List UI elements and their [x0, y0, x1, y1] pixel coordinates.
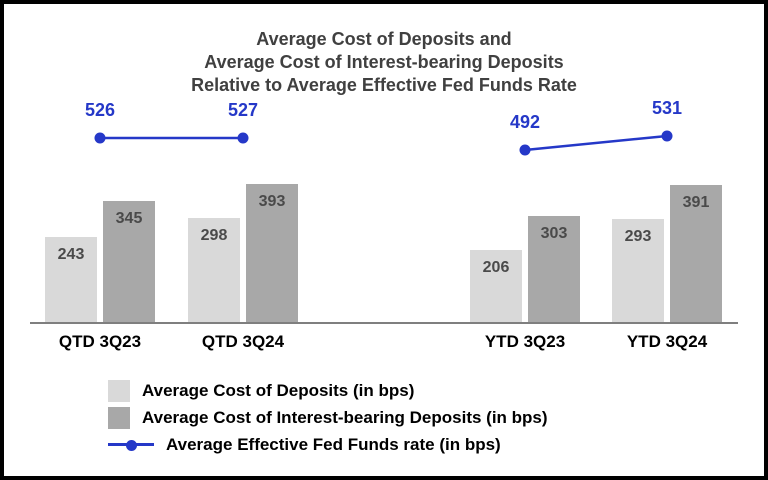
fed-funds-point-marker: [237, 132, 249, 144]
bar-value-label: 293: [624, 228, 652, 245]
bar-value-label: 391: [682, 194, 710, 211]
plot-area: 243 345 298 393 206 303 293 391 526 527 492 531 QT…: [4, 4, 764, 476]
bar-value-label: 298: [200, 227, 228, 244]
chart-title: Average Cost of Deposits and Average Cos…: [191, 29, 577, 95]
line-value-label: 526: [84, 100, 116, 120]
fed-funds-line-segment: [524, 134, 668, 152]
legend-swatch-cost-of-deposits: [108, 380, 130, 402]
line-value-label: 531: [651, 98, 683, 118]
bar-value-label: 206: [482, 259, 510, 276]
line-value-label: 492: [509, 112, 541, 132]
bar-interest-bearing: 303: [528, 216, 580, 322]
bar-cost-of-deposits: 298: [188, 218, 240, 322]
legend-item-fed-funds-rate: Average Effective Fed Funds rate (in bps…: [108, 434, 548, 456]
bar-interest-bearing: 345: [103, 201, 155, 322]
fed-funds-point-marker: [94, 132, 106, 144]
bar-cost-of-deposits: 293: [612, 219, 664, 322]
legend-item-interest-bearing: Average Cost of Interest-bearing Deposit…: [108, 407, 548, 429]
line-value-label: 527: [227, 100, 259, 120]
category-label: QTD 3Q23: [58, 332, 142, 351]
bar-interest-bearing: 391: [670, 185, 722, 322]
bar-value-label: 393: [258, 193, 286, 210]
bar-cost-of-deposits: 243: [45, 237, 97, 322]
bar-interest-bearing: 393: [246, 184, 298, 322]
legend-line-marker-icon: [108, 434, 154, 456]
bar-value-label: 243: [57, 246, 85, 263]
fed-funds-point-marker: [661, 130, 673, 142]
fed-funds-point-marker: [519, 144, 531, 156]
legend-swatch-interest-bearing: [108, 407, 130, 429]
x-axis-line: [30, 322, 738, 324]
category-label: QTD 3Q24: [201, 332, 285, 351]
bar-value-label: 345: [115, 210, 143, 227]
category-label: YTD 3Q23: [484, 332, 566, 351]
legend-label-interest-bearing: Average Cost of Interest-bearing Deposit…: [142, 408, 548, 427]
legend-label-cost-of-deposits: Average Cost of Deposits (in bps): [142, 381, 415, 400]
legend-label-fed-funds-rate: Average Effective Fed Funds rate (in bps…: [166, 435, 501, 454]
bar-cost-of-deposits: 206: [470, 250, 522, 322]
bar-value-label: 303: [540, 225, 568, 242]
category-label: YTD 3Q24: [626, 332, 708, 351]
legend-item-cost-of-deposits: Average Cost of Deposits (in bps): [108, 380, 548, 402]
legend: Average Cost of Deposits (in bps) Averag…: [108, 380, 548, 461]
